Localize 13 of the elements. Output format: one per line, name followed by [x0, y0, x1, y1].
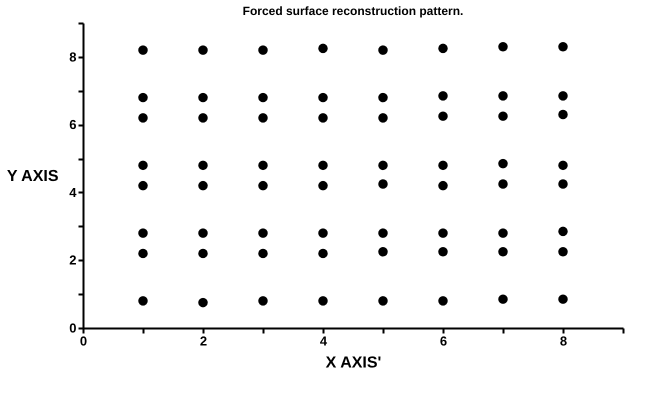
chart-title: Forced surface reconstruction pattern. — [242, 4, 464, 18]
y-tick-label: 8 — [69, 49, 76, 64]
x-tick-label: 0 — [80, 334, 88, 348]
x-tick-label: 6 — [440, 334, 448, 348]
x-tick-label: 4 — [320, 334, 328, 348]
y-tick-label: 6 — [69, 117, 76, 132]
y-axis-title: Y AXIS — [6, 168, 59, 185]
x-axis-title: X AXIS' — [326, 354, 382, 372]
y-tick-label: 4 — [69, 184, 78, 200]
y-tick-label: 0 — [69, 320, 76, 336]
y-tick-label: 2 — [69, 252, 76, 268]
x-tick-label: 8 — [560, 334, 568, 348]
x-tick-label: 2 — [200, 334, 208, 348]
